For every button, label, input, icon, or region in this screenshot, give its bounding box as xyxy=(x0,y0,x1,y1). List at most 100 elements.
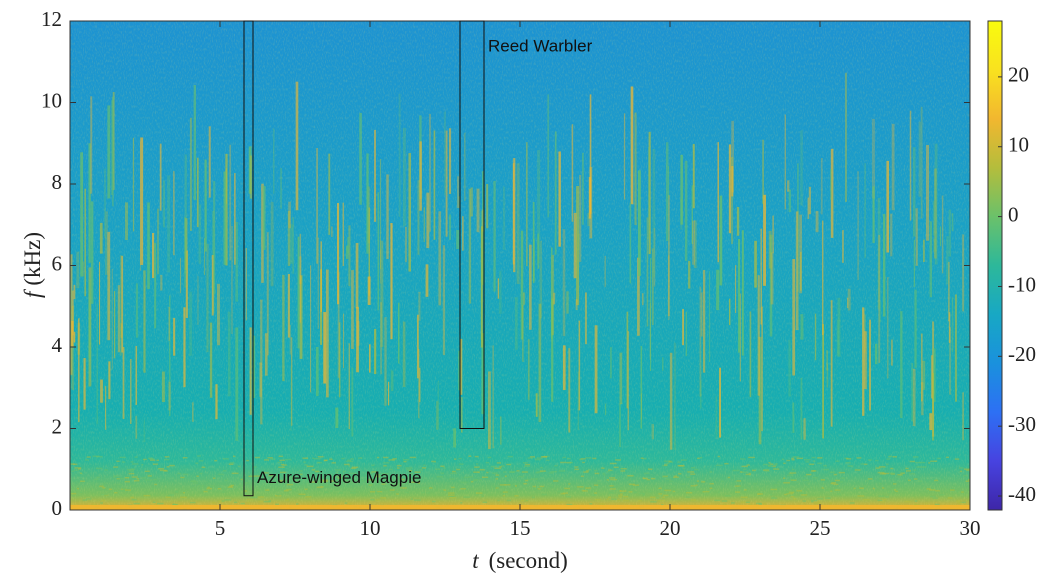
spectrogram-texture xyxy=(811,500,814,503)
spectrogram-texture xyxy=(93,478,99,481)
spectrogram-texture xyxy=(649,496,656,499)
spectrogram-texture xyxy=(715,395,718,439)
spectrogram-texture xyxy=(599,503,603,505)
spectrogram-texture xyxy=(263,459,269,461)
spectrogram-texture xyxy=(566,291,569,314)
spectrogram-texture xyxy=(527,457,533,459)
spectrogram-texture xyxy=(398,93,401,217)
spectrogram-texture xyxy=(80,480,85,483)
spectrogram-texture xyxy=(157,208,159,275)
spectrogram-texture xyxy=(847,465,854,467)
spectrogram-texture xyxy=(826,364,829,388)
spectrogram-texture xyxy=(594,325,598,414)
spectrogram-texture xyxy=(389,489,395,491)
spectrogram-texture xyxy=(810,499,818,502)
spectrogram-texture xyxy=(678,465,685,467)
spectrogram-texture xyxy=(897,474,903,476)
spectrogram-texture xyxy=(369,491,376,493)
spectrogram-texture xyxy=(135,415,138,439)
spectrogram-texture xyxy=(586,470,589,472)
spectrogram-texture xyxy=(329,490,333,492)
spectrogram-texture xyxy=(594,498,601,501)
spectrogram-texture xyxy=(82,261,84,277)
spectrogram-texture xyxy=(757,275,760,396)
spectrogram-texture xyxy=(296,503,299,505)
spectrogram-texture xyxy=(628,483,635,486)
spectrogram-texture xyxy=(809,463,815,466)
spectrogram-texture xyxy=(217,500,225,503)
spectrogram-texture xyxy=(878,235,881,363)
spectrogram-texture xyxy=(282,464,287,466)
spectrogram-texture xyxy=(402,503,409,506)
spectrogram-texture xyxy=(909,460,915,463)
spectrogram-texture xyxy=(479,469,485,471)
spectrogram-texture xyxy=(331,226,333,237)
spectrogram-texture xyxy=(374,475,381,478)
spectrogram-texture xyxy=(744,489,747,491)
spectrogram-texture xyxy=(405,226,407,263)
spectrogram-texture xyxy=(300,473,303,476)
spectrogram-texture xyxy=(908,473,916,475)
spectrogram-texture xyxy=(932,238,936,252)
spectrogram-texture xyxy=(628,479,631,481)
spectrogram-texture xyxy=(658,493,662,495)
spectrogram-texture xyxy=(911,363,914,422)
spectrogram-texture xyxy=(796,481,800,483)
x-tick-label: 15 xyxy=(510,516,531,540)
spectrogram-texture xyxy=(316,346,319,397)
spectrogram-texture xyxy=(128,472,135,475)
spectrogram-texture xyxy=(235,327,239,441)
spectrogram-texture xyxy=(487,371,491,450)
spectrogram-texture xyxy=(335,407,339,429)
spectrogram-texture xyxy=(525,500,529,503)
spectrogram-texture xyxy=(695,484,698,486)
spectrogram-texture xyxy=(622,499,630,502)
spectrogram-texture xyxy=(763,469,769,471)
spectrogram-texture xyxy=(717,455,721,458)
spectrogram-texture xyxy=(891,123,895,211)
spectrogram-texture xyxy=(830,168,832,200)
spectrogram-texture xyxy=(912,368,916,427)
spectrogram-texture xyxy=(270,482,276,485)
spectrogram-texture xyxy=(685,496,691,498)
spectrogram-texture xyxy=(121,255,124,353)
spectrogram-texture xyxy=(156,459,159,462)
spectrogram-texture xyxy=(338,322,341,398)
spectrogram-texture xyxy=(802,500,806,502)
spectrogram-texture xyxy=(442,467,446,469)
spectrogram-texture xyxy=(262,185,266,250)
spectrogram-texture xyxy=(456,468,461,471)
spectrogram-texture xyxy=(813,476,818,479)
spectrogram-texture xyxy=(905,470,911,472)
spectrogram-texture xyxy=(537,149,541,264)
spectrogram-texture xyxy=(416,314,419,379)
spectrogram-texture xyxy=(576,486,584,488)
spectrogram-texture xyxy=(702,270,706,373)
spectrogram-texture xyxy=(433,461,436,463)
spectrogram-texture xyxy=(429,487,433,489)
spectrogram-texture xyxy=(735,265,737,314)
spectrogram-texture xyxy=(516,470,520,472)
spectrogram-texture xyxy=(122,488,127,491)
spectrogram-texture xyxy=(804,459,811,461)
y-tick-label: 6 xyxy=(52,251,63,275)
spectrogram-texture xyxy=(958,467,964,469)
spectrogram-texture xyxy=(224,499,232,501)
spectrogram-texture xyxy=(417,180,420,255)
spectrogram-texture xyxy=(591,494,597,496)
spectrogram-texture xyxy=(685,492,693,494)
spectrogram-texture xyxy=(949,489,955,491)
spectrogram-texture xyxy=(208,126,211,198)
spectrogram-texture xyxy=(735,491,741,493)
spectrogram-texture xyxy=(258,496,264,498)
spectrogram-texture xyxy=(100,379,103,403)
spectrogram-texture xyxy=(213,181,216,295)
spectrogram-texture xyxy=(921,382,924,416)
spectrogram-texture xyxy=(518,475,525,478)
spectrogram-texture xyxy=(914,289,917,368)
spectrogram-texture xyxy=(224,479,228,482)
spectrogram-texture xyxy=(739,293,741,382)
spectrogram-texture xyxy=(229,462,235,464)
spectrogram-texture xyxy=(396,484,403,486)
spectrogram-texture xyxy=(900,472,905,474)
